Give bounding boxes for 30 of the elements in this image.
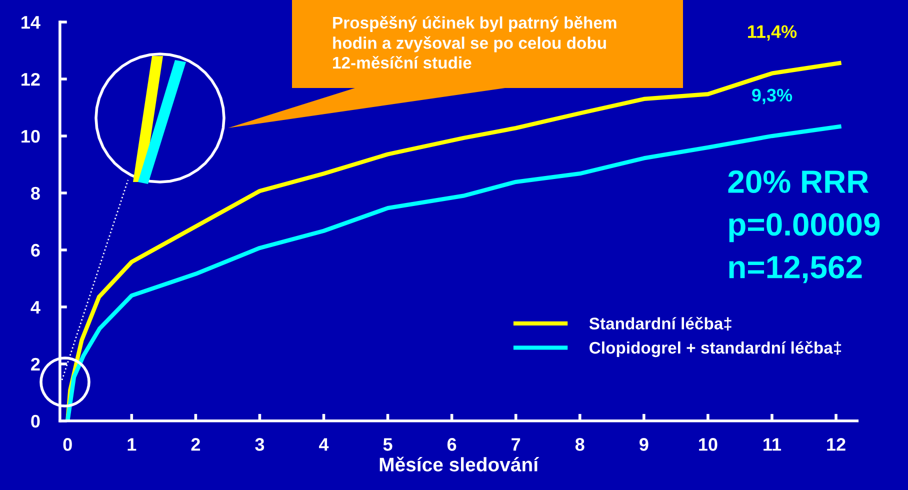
x-tick-label: 7 [512, 438, 520, 451]
annotation: n=12,562 [729, 256, 862, 284]
y-tick-label: 2 [31, 358, 40, 370]
x-tick-label: 11 [764, 438, 782, 451]
y-tick-label: 4 [30, 301, 40, 314]
x-tick-label: 10 [699, 438, 718, 451]
y-tick-label: 14 [22, 16, 40, 29]
x-tick-label: 9 [640, 438, 648, 451]
annotation: 11,4% [748, 25, 797, 41]
x-tick-label: 3 [255, 438, 264, 451]
x-axis-title: Měsíce sledování [380, 456, 540, 472]
annotation: Prospěšný účinek byl patrný během hodin a zvyšoval se po celou dobu 12-měsíční studie [333, 16, 616, 69]
y-tick-label: 12 [22, 72, 40, 86]
annotation: p=0.00009 [729, 213, 880, 242]
x-tick-label: 6 [447, 438, 456, 451]
y-tick-label: 8 [31, 186, 40, 200]
y-tick-label: 6 [31, 244, 40, 257]
annotation: 20% RRR [728, 170, 869, 194]
legend-label: Standardní léčba‡ [589, 316, 732, 330]
x-tick-label: 8 [575, 438, 584, 451]
x-tick-label: 0 [63, 438, 72, 451]
x-tick-label: 12 [827, 438, 846, 451]
annotation: 9,3% [752, 88, 792, 104]
x-tick-label: 1 [128, 438, 136, 451]
y-tick-label: 10 [22, 130, 40, 143]
y-tick-label: 0 [31, 414, 40, 428]
legend-label: Clopidogrel + standardní léčba‡ [590, 341, 842, 358]
x-tick-label: 4 [319, 438, 329, 451]
x-tick-label: 2 [191, 438, 200, 451]
x-tick-label: 5 [383, 438, 392, 451]
